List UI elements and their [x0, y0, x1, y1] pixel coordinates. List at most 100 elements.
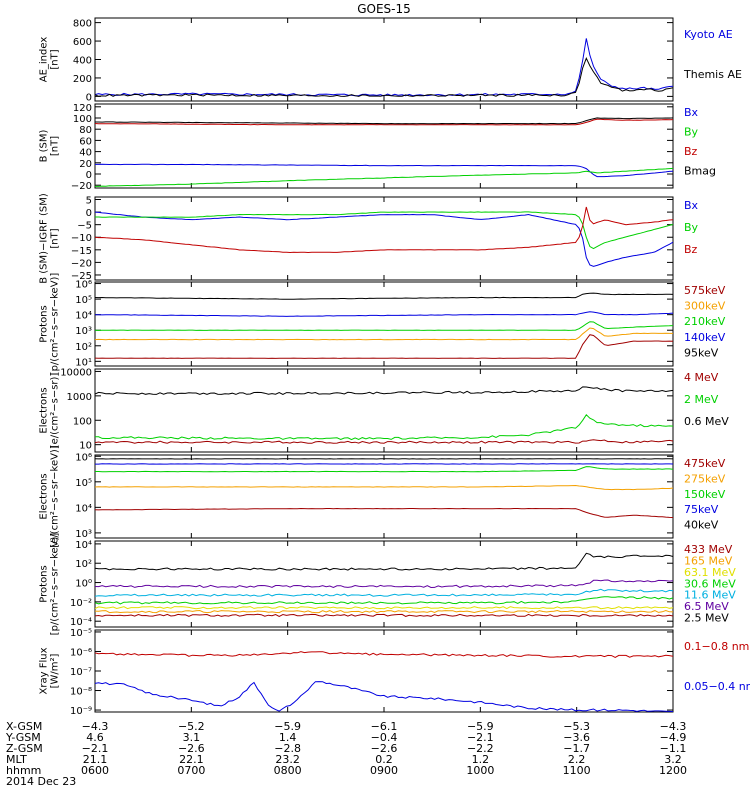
legend-entry: 95keV [684, 346, 719, 359]
x-row-value: −2.6 [371, 742, 398, 755]
y-tick-label: 10⁻⁷ [70, 667, 92, 678]
y-tick-label: 20 [79, 159, 92, 170]
legend-entry: 0.6 MeV [684, 415, 729, 428]
legend-entry: 40keV [684, 519, 719, 532]
series-line-2 [95, 606, 673, 610]
y-tick-label: −20 [71, 181, 92, 192]
x-row-label: Y-GSM [5, 731, 41, 744]
x-row-value: 1100 [563, 764, 591, 777]
series-line-2 [95, 466, 673, 473]
y-tick-label: −25 [71, 271, 92, 282]
panel-bigrf: −25 −20−15 −10−5 05 B (SM)−IGRF (SM) [nT] Bx By… [39, 193, 699, 284]
y-tick-label: 10⁻⁸ [70, 687, 92, 698]
legend-entry: Bx [684, 106, 699, 119]
x-row-value: 23.2 [275, 753, 300, 766]
y-axis-label-line: Protons [39, 305, 50, 342]
legend-entry: 165 MeV [684, 554, 733, 567]
x-row-value: 1000 [466, 764, 494, 777]
legend-entry: 140keV [684, 331, 726, 344]
y-axis-label-line: [nT] [50, 136, 61, 156]
y-tick-label: 10⁴ [75, 503, 92, 514]
legend-entry: 6.5 MeV [684, 600, 729, 613]
series-line-2 [95, 386, 673, 395]
x-row-value: 2.2 [568, 753, 586, 766]
series-line-2 [95, 206, 673, 254]
y-axis-label: Electrons [e/(cm²−s−sr)] [39, 373, 61, 449]
y-tick-label: 5 [86, 196, 92, 207]
legend-entry: 30.6 MeV [684, 577, 736, 590]
y-axis-label-line: Electrons [39, 473, 50, 519]
legend-entry: 0.1−0.8 nm [684, 640, 749, 653]
y-tick-label: 80 [79, 125, 92, 136]
x-row-value: −5.3 [563, 720, 590, 733]
y-axis-label: B (SM)−IGRF (SM) [nT] [39, 193, 61, 284]
y-tick-label: 100 [73, 416, 92, 427]
panel-frame [94, 629, 674, 713]
y-tick-label: 10 [79, 441, 92, 452]
y-tick-label: 400 [73, 56, 92, 67]
y-tick-label: 60 [79, 136, 92, 147]
y-tick-label: 10000 [60, 367, 92, 378]
series-line-0 [95, 651, 673, 658]
x-row-value: −2.2 [467, 742, 494, 755]
legend-entry: By [684, 126, 699, 139]
x-row-value: 1.2 [472, 753, 490, 766]
y-axis-label-line: Xray Flux [39, 647, 50, 694]
x-row-value: −0.4 [371, 731, 398, 744]
legend-entry: Bz [684, 243, 698, 256]
y-tick-label: 800 [73, 19, 92, 30]
y-tick-label: −5 [77, 221, 92, 232]
legend-entry: 300keV [684, 300, 726, 313]
legend-entry: 210keV [684, 315, 726, 328]
y-tick-label: 0 [86, 92, 92, 103]
legend-entry: 2 MeV [684, 393, 719, 406]
legend-entry: 2.5 MeV [684, 612, 729, 625]
y-axis-label-line: Protons [39, 565, 50, 602]
x-row-value: 3.2 [664, 753, 682, 766]
x-row-value: −2.1 [82, 742, 109, 755]
x-row-value: −4.3 [82, 720, 109, 733]
series-group [95, 386, 673, 444]
legend-entry: Kyoto AE [684, 28, 733, 41]
legend-entry: Bz [684, 145, 698, 158]
x-row-value: −4.3 [660, 720, 687, 733]
series-line-6 [95, 552, 673, 571]
x-row-value: −2.8 [274, 742, 301, 755]
y-tick-label: 40 [79, 148, 92, 159]
y-axis-label-line: [nT] [50, 228, 61, 248]
legend-entry: Bmag [684, 165, 716, 178]
y-axis-label-line: B (SM)−IGRF (SM) [39, 193, 50, 284]
chart-title: GOES-15 [357, 2, 411, 16]
series-line-2 [95, 321, 673, 331]
y-tick-label: 10⁵ [75, 295, 92, 306]
series-line-3 [95, 117, 673, 125]
y-tick-label: 120 [73, 103, 92, 114]
series-group [95, 206, 673, 267]
date-label: 2014 Dec 23 [6, 775, 76, 788]
y-tick-label: −15 [71, 246, 92, 257]
series-line-1 [95, 57, 673, 97]
y-tick-label: 10⁻⁴ [70, 617, 92, 628]
y-tick-label: 10⁴ [75, 311, 92, 322]
y-tick-label: 10⁰ [75, 579, 92, 590]
x-row-value: −1.1 [660, 742, 687, 755]
x-row-value: −4.9 [660, 731, 687, 744]
y-tick-label: −20 [71, 258, 92, 269]
x-row-label: Z-GSM [6, 742, 43, 755]
series-line-3 [95, 311, 673, 317]
series-line-2 [95, 118, 673, 126]
panel-frame [94, 454, 674, 539]
series-group [95, 458, 673, 518]
y-axis-label: B (SM) [nT] [39, 129, 61, 162]
y-tick-label: 1000 [67, 392, 92, 403]
series-line-1 [95, 327, 673, 341]
y-axis-label-line: [e/(cm²−s−sr)] [50, 373, 61, 449]
y-axis-label-line: Electrons [39, 387, 50, 433]
series-line-1 [95, 609, 673, 614]
y-tick-label: 10⁶ [75, 280, 92, 291]
series-line-0 [95, 211, 673, 267]
x-row-value: −5.2 [178, 720, 205, 733]
